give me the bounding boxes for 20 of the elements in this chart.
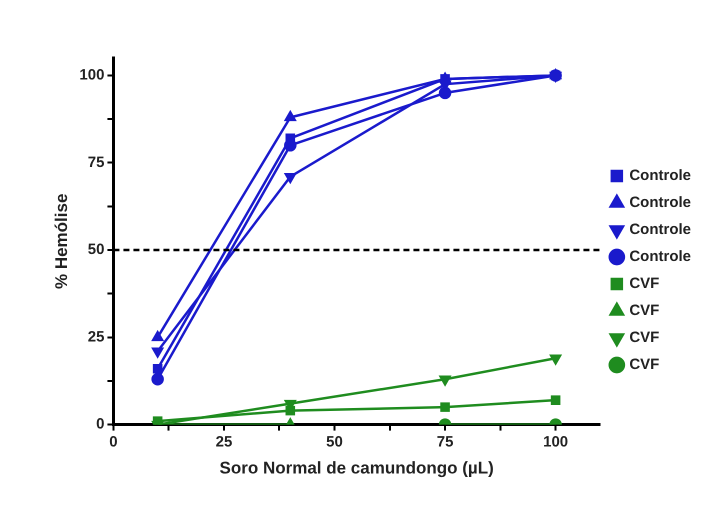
y-axis-title: % Hemólise — [52, 194, 71, 290]
y-tick-label: 75 — [88, 154, 104, 171]
legend-label: CVF — [629, 302, 660, 320]
x-tick-label: 0 — [109, 434, 118, 451]
legend-label: Controle — [629, 167, 692, 184]
y-tick-label: 25 — [88, 328, 104, 346]
y-tick-label: 100 — [79, 66, 104, 84]
y-tick-label: 0 — [96, 416, 104, 433]
x-tick-label: 25 — [216, 434, 232, 451]
x-axis-title: Soro Normal de camundongo (µL) — [220, 458, 494, 478]
x-tick-label: 50 — [326, 434, 343, 451]
x-tick-label: 100 — [543, 434, 568, 451]
legend-label: CVF — [629, 275, 660, 292]
x-tick-label: 75 — [436, 434, 454, 451]
legend-label: Controle — [629, 221, 692, 238]
legend-label: Controle — [629, 248, 692, 266]
legend-label: CVF — [629, 329, 660, 346]
legend-label: Controle — [629, 194, 692, 212]
y-tick-label: 50 — [88, 241, 104, 258]
legend-label: CVF — [629, 356, 660, 374]
